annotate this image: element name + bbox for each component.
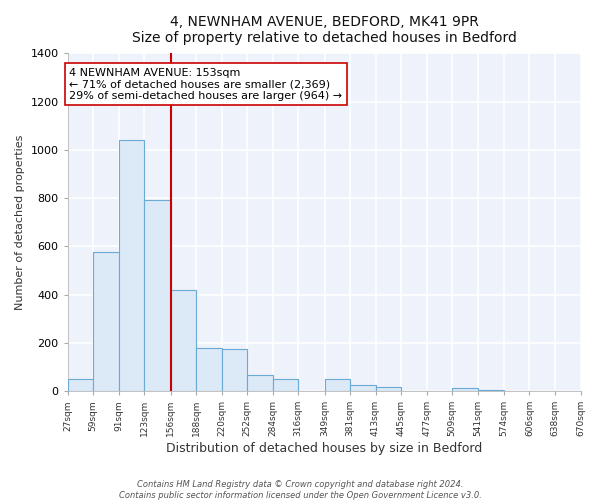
Bar xyxy=(68,380,93,391)
Text: 4 NEWNHAM AVENUE: 153sqm
← 71% of detached houses are smaller (2,369)
29% of sem: 4 NEWNHAM AVENUE: 153sqm ← 71% of detach… xyxy=(70,68,343,101)
X-axis label: Distribution of detached houses by size in Bedford: Distribution of detached houses by size … xyxy=(166,442,482,455)
Bar xyxy=(478,390,504,391)
Bar xyxy=(452,388,478,391)
Bar xyxy=(93,252,119,391)
Text: Contains HM Land Registry data © Crown copyright and database right 2024.
Contai: Contains HM Land Registry data © Crown c… xyxy=(119,480,481,500)
Bar xyxy=(119,140,144,391)
Bar xyxy=(247,376,272,391)
Bar xyxy=(376,388,401,391)
Y-axis label: Number of detached properties: Number of detached properties xyxy=(15,134,25,310)
Bar xyxy=(221,349,247,391)
Bar xyxy=(350,385,376,391)
Bar xyxy=(170,290,196,391)
Bar xyxy=(196,348,221,391)
Bar xyxy=(272,379,298,391)
Bar xyxy=(144,200,170,391)
Bar xyxy=(325,380,350,391)
Title: 4, NEWNHAM AVENUE, BEDFORD, MK41 9PR
Size of property relative to detached house: 4, NEWNHAM AVENUE, BEDFORD, MK41 9PR Siz… xyxy=(131,15,517,45)
